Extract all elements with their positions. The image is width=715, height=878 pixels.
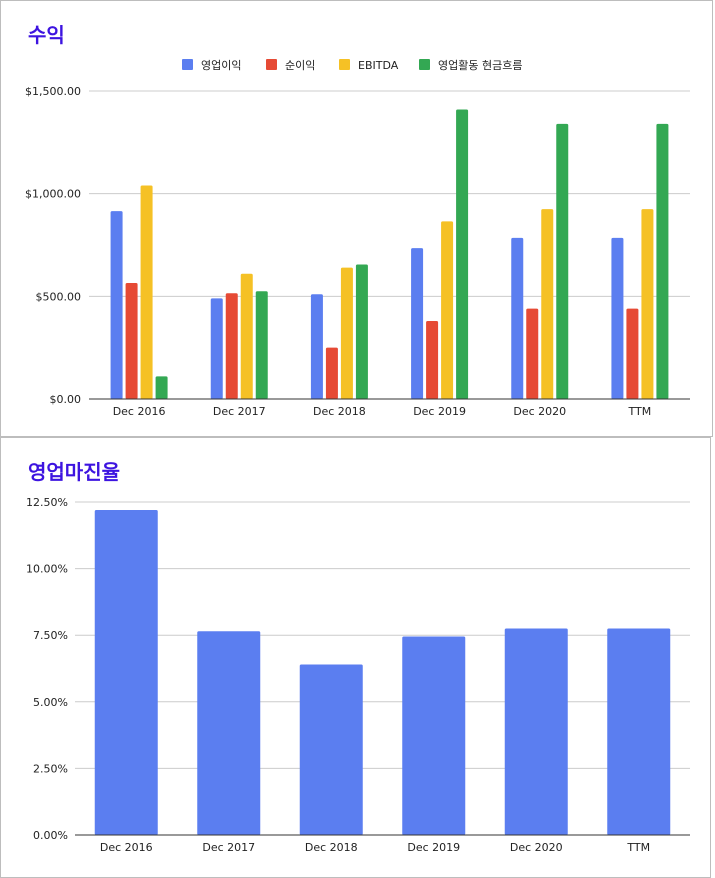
bar <box>110 211 123 399</box>
bar <box>441 221 454 399</box>
legend-label-3: 영업활동 현금흐름 <box>438 58 522 72</box>
x-tick-label: Dec 2020 <box>510 841 563 854</box>
y-tick-label: 10.00% <box>26 563 68 576</box>
bar <box>656 123 669 399</box>
bar <box>155 376 168 399</box>
legend-swatch-0 <box>182 59 193 70</box>
bar <box>611 237 624 399</box>
bar <box>197 631 261 835</box>
bar <box>310 294 323 399</box>
bar <box>504 628 568 835</box>
x-tick-label: TTM <box>626 841 650 854</box>
bar <box>426 320 439 399</box>
y-tick-label: $1,500.00 <box>25 85 81 98</box>
revenue-chart-panel: 수익 영업이익 순이익 EBITDA 영업활동 현금흐름 $0.00 $500.00 $1,… <box>0 0 713 437</box>
y-tick-label: 12.50% <box>26 496 68 509</box>
legend-label-1: 순이익 <box>285 59 315 72</box>
x-tick-label: Dec 2017 <box>213 405 266 418</box>
bar <box>456 109 469 399</box>
y-tick-label: $500.00 <box>36 290 82 303</box>
bar <box>607 628 671 835</box>
bar <box>641 209 654 399</box>
revenue-chart-title: 수익 <box>28 23 65 47</box>
x-tick-label: Dec 2016 <box>100 841 153 854</box>
bar <box>526 308 539 399</box>
x-tick-label: Dec 2019 <box>413 405 466 418</box>
bar <box>255 291 268 399</box>
x-tick-label: Dec 2016 <box>113 405 166 418</box>
x-tick-label: Dec 2017 <box>202 841 255 854</box>
x-tick-label: Dec 2018 <box>305 841 358 854</box>
bar <box>325 347 338 399</box>
bar <box>225 293 238 399</box>
x-tick-label: Dec 2019 <box>407 841 460 854</box>
margin-chart: 0.00% 2.50% 5.00% 7.50% 10.00% 12.50% Dec 2016… <box>26 496 690 854</box>
bar <box>355 264 368 399</box>
y-tick-label: 7.50% <box>33 629 68 642</box>
bar <box>210 298 223 399</box>
y-tick-label: 2.50% <box>33 762 68 775</box>
y-tick-label: 5.00% <box>33 696 68 709</box>
y-tick-label: $0.00 <box>50 393 82 406</box>
bar <box>340 267 353 399</box>
bar <box>541 209 554 399</box>
legend-swatch-2 <box>339 59 350 70</box>
bar <box>125 282 138 399</box>
bar <box>626 308 639 399</box>
bar <box>140 185 153 399</box>
bar <box>411 248 424 399</box>
x-tick-label: TTM <box>628 405 652 418</box>
y-tick-label: 0.00% <box>33 829 68 842</box>
bar <box>402 636 466 835</box>
margin-chart-panel: 영업마진율 0.00% 2.50% 5.00% 7.50% 10.00% 12.50% De… <box>0 437 711 878</box>
margin-chart-title: 영업마진율 <box>28 460 120 484</box>
bar <box>240 273 253 399</box>
x-tick-label: Dec 2018 <box>313 405 366 418</box>
legend-label-2: EBITDA <box>358 59 399 72</box>
x-tick-label: Dec 2020 <box>513 405 566 418</box>
legend-swatch-3 <box>419 59 430 70</box>
legend-label-0: 영업이익 <box>201 59 241 72</box>
y-tick-label: $1,000.00 <box>25 188 81 201</box>
bar <box>556 123 569 399</box>
legend-swatch-1 <box>266 59 277 70</box>
bar <box>94 509 158 835</box>
bar <box>299 664 363 835</box>
revenue-chart: 영업이익 순이익 EBITDA 영업활동 현금흐름 $0.00 $500.00 $1,000… <box>25 58 690 418</box>
bar <box>511 237 524 399</box>
